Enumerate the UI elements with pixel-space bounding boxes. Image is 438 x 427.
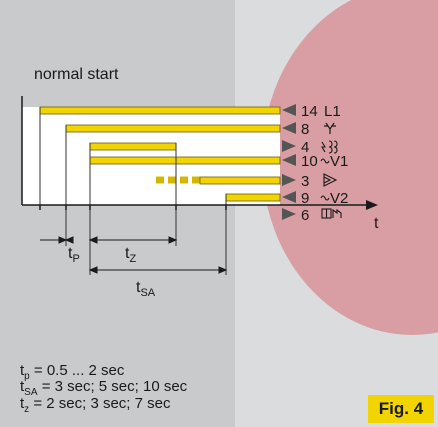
channel-label-l1: L1 bbox=[324, 103, 341, 120]
output-arrow-9 bbox=[282, 191, 296, 203]
tp-label: tP bbox=[68, 245, 80, 265]
tz-arrowhead-left bbox=[90, 237, 97, 243]
tsa-arrowhead-right bbox=[219, 267, 226, 273]
channel-label-v1: V1 bbox=[330, 153, 348, 170]
valve-icon: V1 bbox=[321, 153, 348, 170]
legend-subscript: z bbox=[24, 404, 29, 415]
tp-arrowhead-left bbox=[66, 237, 73, 243]
tz-arrowhead-right bbox=[169, 237, 176, 243]
tsa-label: tSA bbox=[136, 279, 156, 299]
plot-area bbox=[22, 107, 280, 205]
legend-text: = 0.5 ... 2 sec bbox=[34, 362, 124, 379]
bar-channel-3 bbox=[156, 177, 280, 184]
legend-text: = 2 sec; 3 sec; 7 sec bbox=[33, 395, 170, 412]
legend-text: = 3 sec; 5 sec; 10 sec bbox=[42, 378, 188, 395]
tsa-arrowhead-left bbox=[90, 267, 97, 273]
fork-icon bbox=[324, 123, 336, 134]
flame-icon bbox=[324, 174, 336, 186]
tsa-label-sub: SA bbox=[140, 287, 155, 299]
channel-number: 6 bbox=[301, 207, 309, 224]
bar-channel-3-solid bbox=[200, 177, 280, 184]
legend-tz: tz = 2 sec; 3 sec; 7 sec bbox=[20, 395, 171, 415]
tz-label-sub: Z bbox=[129, 253, 136, 265]
tp-label-sub: P bbox=[72, 253, 79, 265]
channel-number: 8 bbox=[301, 121, 309, 138]
spark-coil-icon bbox=[322, 141, 337, 153]
channel-arrows bbox=[282, 104, 296, 220]
channel-number: 10 bbox=[301, 153, 318, 170]
x-axis-arrowhead bbox=[366, 200, 378, 210]
bar-channel-4 bbox=[90, 143, 176, 150]
figure-label: Fig. 4 bbox=[368, 395, 434, 423]
output-arrow-14 bbox=[282, 104, 296, 116]
channel-numbers: 14 8 4 10 3 9 6 bbox=[301, 103, 318, 224]
t-axis-label: t bbox=[374, 215, 379, 232]
input-arrow-3 bbox=[282, 174, 296, 186]
input-arrow-6 bbox=[282, 208, 296, 220]
tz-label: tZ bbox=[125, 245, 136, 265]
motor-icon bbox=[322, 209, 341, 218]
bar-channel-9 bbox=[226, 194, 280, 201]
channel-number: 3 bbox=[301, 173, 309, 190]
channel-label-v2: V2 bbox=[330, 190, 348, 207]
input-arrow-4 bbox=[282, 140, 296, 152]
output-arrow-10 bbox=[282, 154, 296, 166]
output-arrow-8 bbox=[282, 122, 296, 134]
channel-number: 14 bbox=[301, 103, 318, 120]
channel-number: 9 bbox=[301, 190, 309, 207]
bar-channel-10 bbox=[90, 157, 280, 164]
bar-channel-8 bbox=[66, 125, 280, 132]
bar-channel-14 bbox=[40, 107, 280, 114]
